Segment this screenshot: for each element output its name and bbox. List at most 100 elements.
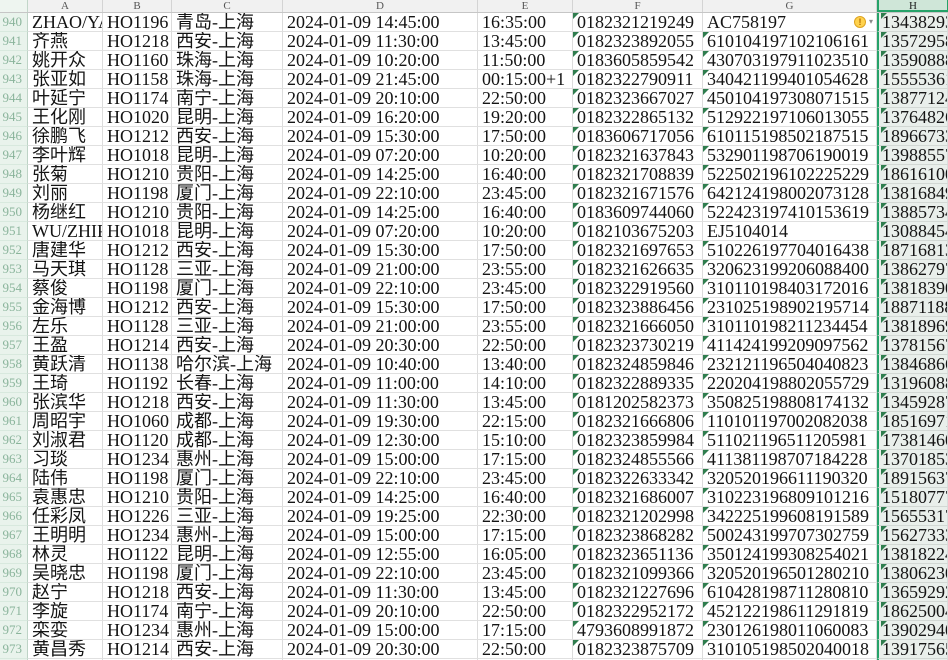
cell-phone[interactable]: 13846866 [877, 355, 948, 374]
cell-flight[interactable]: HO1226 [103, 507, 172, 526]
row-number[interactable]: 959 [0, 374, 28, 393]
cell-arrive[interactable]: 22:30:00 [478, 507, 573, 526]
row-number[interactable]: 965 [0, 488, 28, 507]
cell-id_no[interactable]: 320520196501280210 [703, 564, 877, 583]
cell-ticket[interactable]: 0182324855566 [573, 450, 703, 469]
cell-flight[interactable]: HO1198 [103, 279, 172, 298]
cell-name[interactable]: 黄跃清 [28, 355, 103, 374]
cell-id_no[interactable]: 350825198808174132 [703, 393, 877, 412]
cell-arrive[interactable]: 17:15:00 [478, 450, 573, 469]
column-header-f[interactable]: F [573, 0, 703, 12]
error-warning-icon[interactable]: ! [853, 16, 866, 28]
column-header-d[interactable]: D [283, 0, 478, 12]
cell-phone[interactable]: 18625004 [877, 602, 948, 621]
cell-flight[interactable]: HO1210 [103, 203, 172, 222]
cell-arrive[interactable]: 17:50:00 [478, 127, 573, 146]
cell-phone[interactable]: 15555361 [877, 70, 948, 89]
cell-ticket[interactable]: 0182321219249 [573, 13, 703, 32]
column-header-h[interactable]: H [877, 0, 948, 12]
column-header-c[interactable]: C [172, 0, 283, 12]
cell-depart[interactable]: 2024-01-09 07:20:00 [283, 222, 478, 241]
row-number[interactable]: 942 [0, 51, 28, 70]
cell-depart[interactable]: 2024-01-09 10:20:00 [283, 51, 478, 70]
cell-ticket[interactable]: 0182321626635 [573, 260, 703, 279]
cell-id_no[interactable]: 522502196102225229 [703, 165, 877, 184]
cell-flight[interactable]: HO1120 [103, 431, 172, 450]
cell-name[interactable]: 姚开众 [28, 51, 103, 70]
cell-name[interactable]: 王明明 [28, 526, 103, 545]
cell-depart[interactable]: 2024-01-09 12:55:00 [283, 545, 478, 564]
cell-arrive[interactable]: 16:40:00 [478, 165, 573, 184]
cell-route[interactable]: 贵阳-上海 [172, 488, 283, 507]
column-header-g[interactable]: G [703, 0, 877, 12]
cell-route[interactable]: 珠海-上海 [172, 70, 283, 89]
cell-arrive[interactable]: 17:15:00 [478, 621, 573, 640]
cell-flight[interactable]: HO1198 [103, 469, 172, 488]
cell-flight[interactable]: HO1198 [103, 184, 172, 203]
row-number[interactable]: 941 [0, 32, 28, 51]
cell-flight[interactable]: HO1234 [103, 526, 172, 545]
cell-ticket[interactable]: 0182324859846 [573, 355, 703, 374]
cell-depart[interactable]: 2024-01-09 21:45:00 [283, 70, 478, 89]
column-header-a[interactable]: A [28, 0, 103, 12]
cell-ticket[interactable]: 0183606717056 [573, 127, 703, 146]
cell-arrive[interactable]: 22:50:00 [478, 89, 573, 108]
cell-phone[interactable]: 13818969 [877, 317, 948, 336]
cell-ticket[interactable]: 0182321666806 [573, 412, 703, 431]
cell-phone[interactable]: 13902940 [877, 621, 948, 640]
cell-depart[interactable]: 2024-01-09 19:30:00 [283, 412, 478, 431]
cell-ticket[interactable]: 0182321686007 [573, 488, 703, 507]
cell-arrive[interactable]: 16:40:00 [478, 203, 573, 222]
cell-flight[interactable]: HO1174 [103, 602, 172, 621]
row-number[interactable]: 949 [0, 184, 28, 203]
cell-phone[interactable]: 13438293 [877, 13, 948, 32]
cell-flight[interactable]: HO1192 [103, 374, 172, 393]
row-number[interactable]: 958 [0, 355, 28, 374]
cell-ticket[interactable]: 0182321708839 [573, 165, 703, 184]
cell-id_no[interactable]: 411381198707184228 [703, 450, 877, 469]
cell-route[interactable]: 西安-上海 [172, 640, 283, 659]
cell-arrive[interactable]: 00:15:00+1 [478, 70, 573, 89]
cell-id_no[interactable]: 340421199401054628 [703, 70, 877, 89]
cell-name[interactable]: ZHAO/YAN [28, 13, 103, 32]
row-number[interactable]: 963 [0, 450, 28, 469]
row-number[interactable]: 954 [0, 279, 28, 298]
cell-route[interactable]: 三亚-上海 [172, 507, 283, 526]
cell-name[interactable]: 王琦 [28, 374, 103, 393]
cell-ticket[interactable]: 0182322919560 [573, 279, 703, 298]
cell-name[interactable]: 栾娈 [28, 621, 103, 640]
cell-ticket[interactable]: 0182321099366 [573, 564, 703, 583]
cell-id_no[interactable]: 610104197102106161 [703, 32, 877, 51]
cell-ticket[interactable]: 0182323667027 [573, 89, 703, 108]
cell-route[interactable]: 贵阳-上海 [172, 203, 283, 222]
cell-depart[interactable]: 2024-01-09 15:30:00 [283, 298, 478, 317]
cell-phone[interactable]: 13816849 [877, 184, 948, 203]
cell-arrive[interactable]: 13:45:00 [478, 32, 573, 51]
cell-depart[interactable]: 2024-01-09 12:30:00 [283, 431, 478, 450]
cell-depart[interactable]: 2024-01-09 10:40:00 [283, 355, 478, 374]
cell-route[interactable]: 昆明-上海 [172, 146, 283, 165]
cell-phone[interactable]: 15627333 [877, 526, 948, 545]
cell-ticket[interactable]: 0182323730219 [573, 336, 703, 355]
cell-route[interactable]: 昆明-上海 [172, 545, 283, 564]
cell-ticket[interactable]: 0182322889335 [573, 374, 703, 393]
cell-depart[interactable]: 2024-01-09 22:10:00 [283, 564, 478, 583]
cell-depart[interactable]: 2024-01-09 14:25:00 [283, 165, 478, 184]
cell-arrive[interactable]: 22:50:00 [478, 336, 573, 355]
cell-arrive[interactable]: 23:45:00 [478, 564, 573, 583]
cell-id_no[interactable]: 642124198002073128 [703, 184, 877, 203]
cell-depart[interactable]: 2024-01-09 19:25:00 [283, 507, 478, 526]
cell-flight[interactable]: HO1018 [103, 222, 172, 241]
cell-name[interactable]: 陆伟 [28, 469, 103, 488]
row-number[interactable]: 961 [0, 412, 28, 431]
cell-arrive[interactable]: 16:40:00 [478, 488, 573, 507]
cell-arrive[interactable]: 10:20:00 [478, 222, 573, 241]
cell-name[interactable]: 金海博 [28, 298, 103, 317]
cell-route[interactable]: 厦门-上海 [172, 184, 283, 203]
cell-ticket[interactable]: 0182323875709 [573, 640, 703, 659]
cell-route[interactable]: 西安-上海 [172, 393, 283, 412]
cell-id_no[interactable]: 310105198502040018 [703, 640, 877, 659]
cell-id_no[interactable]: 511021196511205981 [703, 431, 877, 450]
cell-id_no[interactable]: 342225199608191589 [703, 507, 877, 526]
cell-depart[interactable]: 2024-01-09 22:10:00 [283, 184, 478, 203]
